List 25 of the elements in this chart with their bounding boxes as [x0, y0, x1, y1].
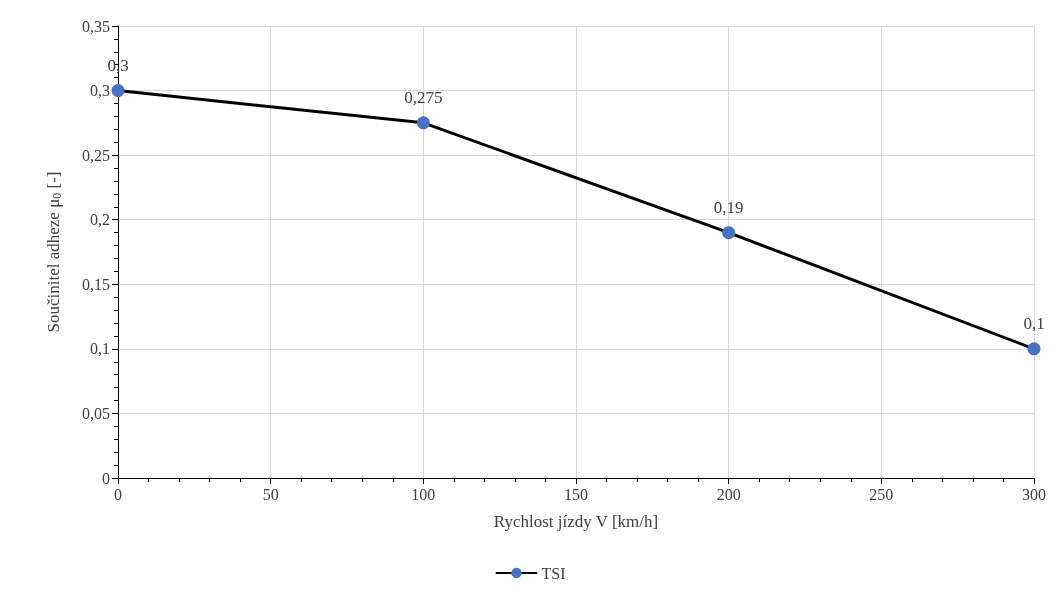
y-tick-label: 0,35: [82, 17, 110, 35]
data-label: 0,19: [713, 198, 744, 218]
x-axis-title: Rychlost jízdy V [km/h]: [493, 512, 659, 531]
y-tick-label: 0,1: [90, 340, 110, 358]
point: [1027, 342, 1041, 356]
x-tick-label: 300: [1022, 485, 1046, 503]
y-tick-label: 0,05: [82, 404, 110, 422]
point: [722, 226, 736, 240]
y-tick-label: 0,25: [82, 146, 110, 164]
point: [416, 116, 430, 130]
y-tick-label: 0: [102, 469, 110, 487]
x-tick-label: 200: [716, 485, 741, 503]
x-tick-label: 150: [564, 485, 588, 503]
data-label: 0,1: [1023, 314, 1045, 334]
y-tick-label: 0,3: [90, 82, 110, 100]
legend-label: TSI: [541, 564, 566, 582]
x-tick-label: 50: [262, 485, 279, 503]
y-tick-label: 0,2: [90, 211, 110, 229]
x-tick-label: 250: [869, 485, 894, 503]
data-label: 0,275: [404, 88, 443, 108]
y-axis-title: Součinitel adheze μ0 [-]: [43, 171, 64, 333]
x-tick-label: 0: [114, 485, 122, 503]
x-tick-label: 100: [411, 485, 436, 503]
point: [111, 84, 125, 98]
y-tick-label: 0,15: [82, 275, 110, 293]
